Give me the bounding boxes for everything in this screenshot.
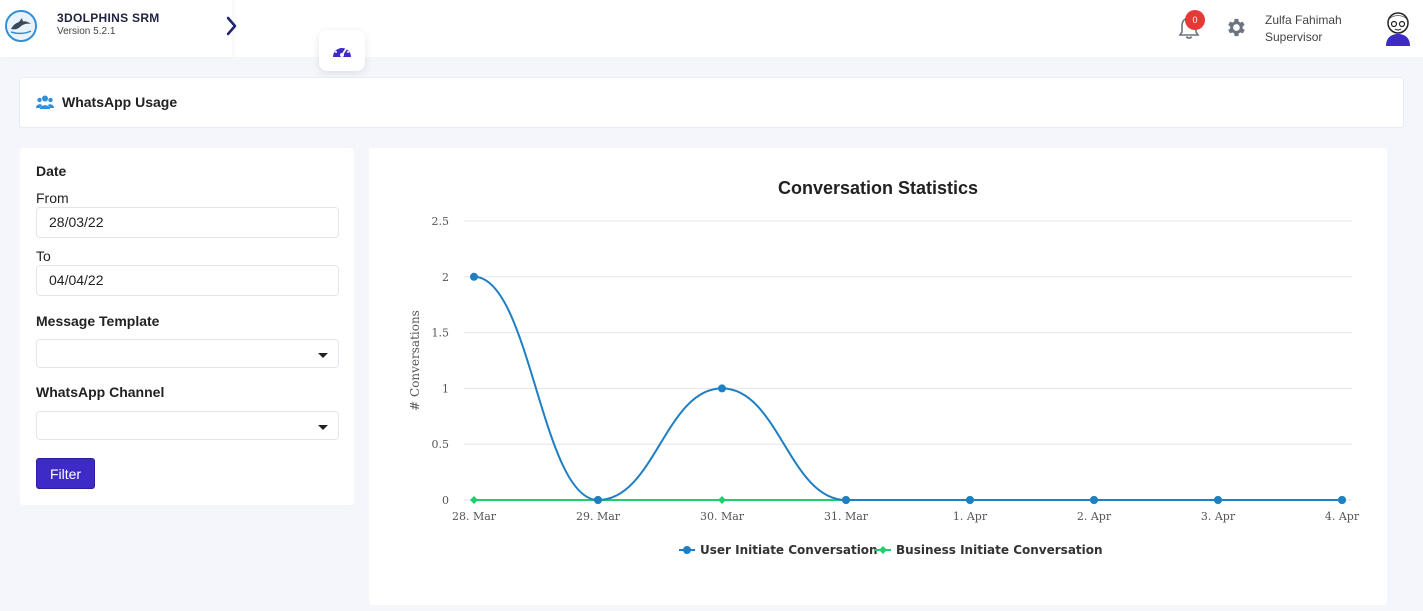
x-tick-label: 1. Apr (953, 510, 988, 523)
data-point (1214, 496, 1222, 504)
data-point (966, 496, 974, 504)
chevron-right-icon[interactable] (222, 13, 242, 39)
from-label: From (36, 190, 69, 206)
users-icon (36, 94, 54, 110)
data-point (594, 496, 602, 504)
dolphin-logo-icon (5, 10, 37, 42)
data-point (718, 384, 726, 393)
to-date-input[interactable]: 04/04/22 (36, 265, 339, 296)
y-tick-label: 2 (442, 271, 449, 284)
y-tick-label: 0.5 (432, 438, 450, 451)
x-tick-label: 3. Apr (1201, 510, 1236, 523)
date-label: Date (36, 163, 67, 179)
y-axis-label: # Conversations (408, 310, 422, 411)
speedometer-icon (333, 45, 351, 57)
dashboard-button[interactable] (319, 30, 365, 71)
y-tick-label: 2.5 (432, 215, 450, 228)
data-point (1338, 496, 1346, 504)
data-point (842, 496, 850, 504)
user-role: Supervisor (1265, 30, 1323, 44)
caret-down-icon (318, 425, 328, 430)
data-point (470, 272, 478, 281)
legend-marker (879, 546, 887, 554)
page-header: WhatsApp Usage (19, 77, 1404, 128)
x-tick-label: 29. Mar (576, 510, 621, 523)
message-template-label: Message Template (36, 313, 160, 329)
x-tick-label: 31. Mar (824, 510, 869, 523)
user-name: Zulfa Fahimah (1265, 13, 1342, 27)
y-tick-label: 1 (442, 382, 449, 395)
whatsapp-channel-label: WhatsApp Channel (36, 384, 165, 400)
top-bar: 3DOLPHINS SRM Version 5.2.1 0 Zulfa Fahi… (0, 0, 1423, 57)
app-name: 3DOLPHINS SRM (57, 11, 160, 25)
caret-down-icon (318, 353, 328, 358)
x-tick-label: 28. Mar (452, 510, 497, 523)
x-tick-label: 2. Apr (1077, 510, 1112, 523)
app-version: Version 5.2.1 (57, 26, 116, 37)
to-label: To (36, 248, 51, 264)
y-tick-label: 0 (442, 494, 449, 507)
y-tick-label: 1.5 (432, 327, 450, 340)
legend-label: Business Initiate Conversation (896, 543, 1103, 557)
chart-panel: Conversation Statistics 0 0.5 1 1.5 2 2.5 # Con… (369, 148, 1387, 605)
from-date-input[interactable]: 28/03/22 (36, 207, 339, 238)
filter-button[interactable]: Filter (36, 458, 95, 489)
legend-marker (683, 546, 691, 554)
gear-icon[interactable] (1224, 16, 1247, 39)
filter-panel: Date From 28/03/22 To 04/04/22 Message T… (20, 148, 354, 505)
avatar[interactable] (1380, 8, 1416, 46)
notification-badge: 0 (1185, 10, 1205, 30)
data-point (1090, 496, 1098, 504)
page-title: WhatsApp Usage (62, 94, 178, 110)
whatsapp-channel-select[interactable] (36, 411, 339, 440)
data-point (470, 496, 478, 504)
legend-label: User Initiate Conversation (700, 543, 878, 557)
conversation-chart: Conversation Statistics 0 0.5 1 1.5 2 2.5 # Con… (408, 178, 1360, 557)
message-template-select[interactable] (36, 339, 339, 368)
brand-area: 3DOLPHINS SRM Version 5.2.1 (0, 0, 232, 57)
data-point (718, 496, 726, 504)
x-tick-label: 4. Apr (1325, 510, 1360, 523)
x-tick-label: 30. Mar (700, 510, 745, 523)
chart-title: Conversation Statistics (778, 178, 978, 198)
